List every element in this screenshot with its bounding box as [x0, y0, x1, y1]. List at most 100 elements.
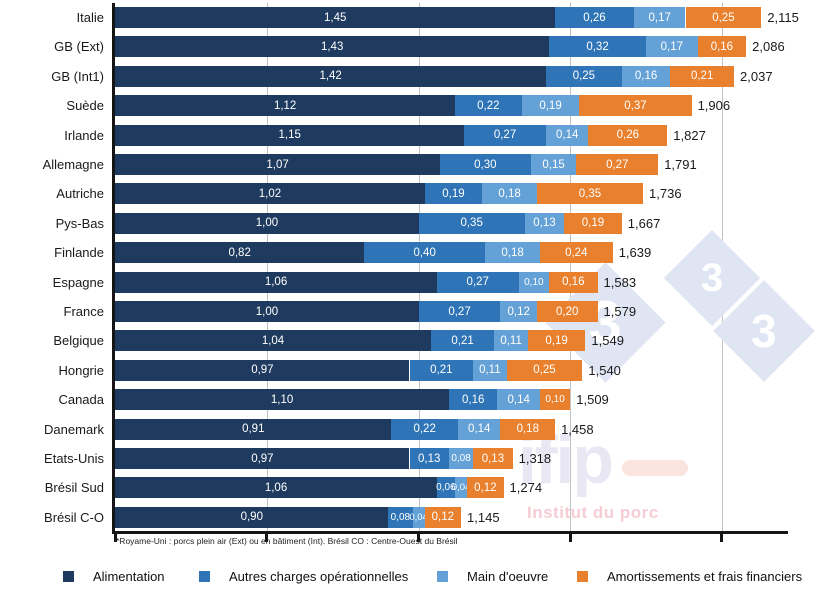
total-label: 1,579	[603, 304, 637, 319]
bar-segment: 0,22	[391, 418, 459, 440]
total-label: 1,791	[664, 157, 697, 172]
watermark-three: 3	[700, 256, 724, 300]
watermark-three: 3	[751, 305, 777, 357]
category-label: Danemark	[44, 421, 104, 437]
bar-segment: 0,19	[424, 183, 483, 205]
total-label: 1,583	[603, 274, 637, 290]
bar-segment: 1,00	[115, 212, 419, 234]
legend-item-autres-charges: Autres charges opérationnelles	[199, 569, 408, 584]
category-label: Italie	[76, 10, 104, 25]
bar-segment: 0,40	[364, 242, 486, 264]
legend-label: Amortissements et frais financiers	[607, 569, 803, 584]
total-label: 1,540	[588, 362, 621, 378]
bar-segment: 0,13	[473, 448, 513, 469]
total-label: 1,549	[591, 333, 624, 349]
legend-label: Autres charges opérationnelles	[229, 569, 409, 584]
x-axis-tick	[568, 534, 572, 542]
total-label: 2,037	[740, 68, 773, 84]
bar-segment: 0,14	[545, 124, 589, 146]
bar-segment: 0,22	[454, 95, 522, 117]
bar-segment: 1,06	[115, 477, 437, 499]
bar-segment: 0,16	[697, 36, 747, 58]
legend-swatch-main-doeuvre	[437, 571, 448, 582]
legend-item-main-doeuvre: Main d'oeuvre	[437, 569, 548, 584]
total-label: 1,458	[561, 421, 594, 437]
bar-segment: 1,06	[115, 271, 437, 293]
bar-segment: 0,26	[555, 7, 634, 28]
bar-segment: 1,45	[115, 7, 556, 28]
bar-segment: 0,25	[506, 359, 583, 381]
bar-segment: 0,20	[536, 301, 598, 322]
bar-segment: 0,91	[115, 418, 392, 440]
total-label: 1,827	[673, 127, 706, 143]
bar-segment: 0,26	[588, 124, 668, 146]
legend-item-amortissements: Amortissements et frais financiers	[577, 569, 802, 584]
bar-segment: 0,10	[518, 271, 550, 293]
x-axis-tick	[720, 534, 724, 542]
category-label: France	[63, 304, 104, 319]
bar-segment: 0,10	[539, 389, 571, 411]
bar-segment: 0,06	[436, 477, 456, 499]
bar-segment: 0,27	[576, 154, 659, 175]
bar-segment: 0,13	[409, 448, 449, 469]
category-label: Brésil Sud	[44, 480, 104, 496]
bar-segment: 0,08	[448, 448, 474, 469]
bar-segment: 0,17	[633, 7, 686, 28]
bar-segment: 0,04	[409, 506, 428, 528]
bar-segment: 1,43	[115, 36, 550, 58]
bar-segment: 0,11	[494, 330, 528, 352]
bar-segment: 0,12	[500, 301, 537, 322]
bar-segment: 0,27	[464, 124, 546, 146]
bar-segment: 0,13	[524, 212, 565, 234]
category-label: Allemagne	[42, 157, 104, 172]
legend-swatch-alimentation	[63, 571, 74, 582]
total-label: 1,145	[467, 509, 500, 525]
x-axis-line	[112, 531, 788, 534]
category-label: Suède	[66, 98, 104, 114]
total-label: 1,318	[518, 451, 552, 466]
total-label: 1,639	[618, 245, 652, 261]
total-label: 1,906	[697, 98, 731, 114]
bar-segment: 0,27	[418, 301, 501, 322]
category-label: Autriche	[56, 186, 104, 202]
total-label: 1,274	[509, 480, 543, 496]
bar-segment: 0,32	[549, 36, 647, 58]
bar-segment: 0,18	[482, 183, 537, 205]
bar-segment: 0,25	[685, 7, 762, 28]
bar-segment: 0,97	[115, 359, 410, 381]
institut-du-porc-watermark: Institut du porc	[527, 503, 659, 522]
category-label: Pys-Bas	[55, 215, 104, 231]
category-label: Etats-Unis	[44, 451, 104, 466]
bar-segment: 0,27	[436, 271, 519, 293]
bar-segment: 1,12	[115, 95, 455, 117]
bar-segment: 0,82	[115, 242, 364, 264]
x-gridline	[570, 3, 572, 531]
category-label: GB (Ext)	[54, 39, 104, 55]
bar-segment: 1,02	[115, 183, 425, 205]
bar-segment: 0,21	[670, 65, 735, 87]
category-label: Belgique	[53, 333, 104, 349]
bar-segment: 0,19	[564, 212, 622, 234]
bar-segment: 0,35	[418, 212, 525, 234]
x-gridline	[266, 3, 268, 531]
bar-segment: 0,14	[458, 418, 501, 440]
bar-segment: 0,17	[646, 36, 698, 58]
bar-segment: 0,04	[452, 477, 470, 499]
bar-segment: 0,18	[485, 242, 540, 264]
category-label: Irlande	[64, 127, 104, 143]
bar-segment: 1,10	[115, 389, 449, 411]
legend-label: Main d'oeuvre	[467, 569, 549, 584]
bar-segment: 0,30	[439, 154, 531, 175]
bar-segment: 1,04	[115, 330, 431, 352]
legend-item-alimentation: Alimentation	[63, 569, 165, 584]
x-axis-tick	[417, 534, 421, 542]
bar-segment: 0,12	[424, 506, 462, 528]
bar-segment: 0,16	[549, 271, 598, 293]
category-label: GB (Int1)	[51, 68, 104, 84]
bar-segment: 1,07	[115, 154, 440, 175]
legend-swatch-autres-charges	[199, 571, 210, 582]
total-label: 1,736	[649, 186, 682, 202]
bar-segment: 0,18	[500, 418, 556, 440]
category-label: Canada	[58, 392, 104, 408]
